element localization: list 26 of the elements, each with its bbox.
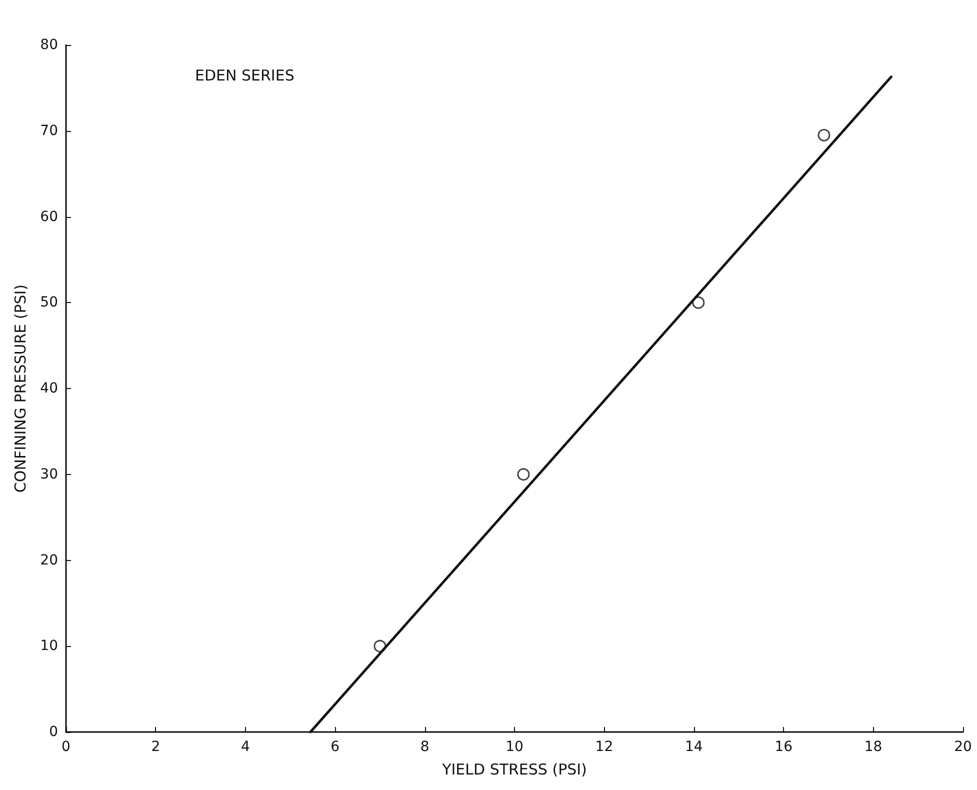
x-tick-label: 8 bbox=[420, 739, 430, 755]
y-tick-label: 80 bbox=[40, 37, 58, 53]
point bbox=[818, 128, 830, 142]
x-tick-label: 6 bbox=[330, 739, 340, 755]
y-tick-label: 50 bbox=[40, 294, 58, 311]
x-tick-label: 12 bbox=[595, 739, 614, 755]
y-tick-label: 60 bbox=[40, 208, 58, 225]
x-tick-label: 4 bbox=[240, 739, 250, 755]
y-tick-label: 10 bbox=[40, 638, 58, 654]
y-axis-title: CONFINING PRESSURE (PSI) bbox=[12, 284, 30, 493]
x-tick-label: 20 bbox=[954, 739, 972, 755]
point bbox=[517, 468, 530, 481]
y-tick-label: 0 bbox=[49, 724, 58, 740]
x-tick-label: 2 bbox=[151, 739, 160, 755]
x-tick-label: 0 bbox=[62, 739, 70, 755]
x-tick-label: 10 bbox=[506, 739, 524, 755]
y-tick-label: 30 bbox=[40, 466, 58, 482]
y-tick-label: 20 bbox=[40, 552, 58, 568]
x-tick-label: 18 bbox=[864, 739, 882, 755]
y-tick-label: 40 bbox=[40, 380, 58, 396]
annotation: EDEN SERIES bbox=[195, 66, 294, 84]
point bbox=[692, 296, 705, 309]
x-tick-label: 14 bbox=[684, 739, 703, 755]
y-tick-label: 70 bbox=[40, 122, 58, 139]
x-tick-label: 16 bbox=[774, 739, 793, 755]
x-axis-title: YIELD STRESS (PSI) bbox=[441, 760, 587, 778]
